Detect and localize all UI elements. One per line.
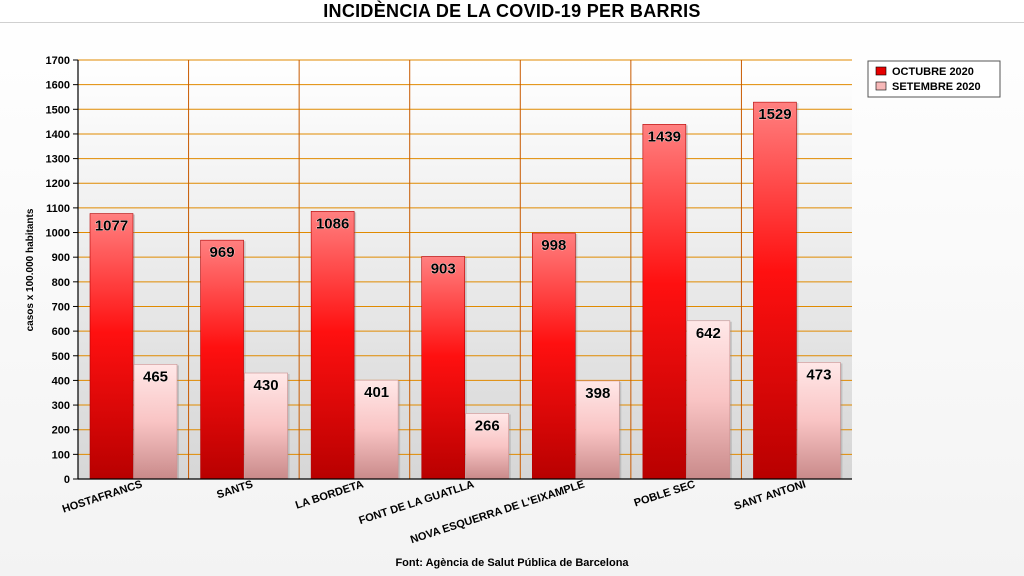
y-tick-label: 500 <box>52 351 70 363</box>
y-tick-label: 1500 <box>46 104 70 116</box>
data-label: 465 <box>143 368 168 385</box>
y-tick-label: 1600 <box>46 80 70 92</box>
y-tick-label: 800 <box>52 277 70 289</box>
y-axis-title: casos x 100.000 habitants <box>25 208 36 331</box>
bar-octubre <box>421 256 466 480</box>
data-label: 266 <box>475 417 500 434</box>
data-labels: 1077 465 969 430 1086 401 903 266 998 398 1439 642 1… <box>95 106 832 435</box>
x-tick-label: SANT ANTONI <box>733 478 808 512</box>
source-note: Font: Agència de Salut Pública de Barcel… <box>395 557 629 569</box>
legend-swatch-octubre <box>875 66 887 76</box>
y-tick-label: 600 <box>52 326 70 338</box>
data-label: 998 <box>541 237 566 254</box>
bar-octubre <box>531 232 576 480</box>
data-label: 1529 <box>758 106 791 123</box>
legend-box <box>867 60 1001 98</box>
title-bar: INCIDÈNCIA DE LA COVID-19 PER BARRIS <box>0 0 1024 23</box>
data-label: 969 <box>210 244 235 261</box>
y-tick-label: 700 <box>52 301 70 313</box>
data-label: 1086 <box>316 215 349 232</box>
data-label: 1077 <box>95 218 128 235</box>
legend-label-setembre: SETEMBRE 2020 <box>892 81 981 93</box>
bar-setembre <box>797 362 841 480</box>
data-label: 903 <box>431 260 456 277</box>
bar-octubre <box>89 213 134 480</box>
legend: OCTUBRE 2020 SETEMBRE 2020 <box>867 60 1001 98</box>
data-label: 401 <box>364 384 389 401</box>
x-tick-label: HOSTAFRANCS <box>61 478 144 515</box>
data-label: 398 <box>585 385 610 402</box>
legend-swatch-setembre <box>875 81 887 91</box>
legend-label-octubre: OCTUBRE 2020 <box>892 66 974 78</box>
bar-setembre <box>686 320 731 480</box>
bar-setembre <box>354 379 399 480</box>
y-tick-label: 1000 <box>46 228 70 240</box>
y-tick-label: 0 <box>64 474 70 486</box>
data-label: 430 <box>254 377 279 394</box>
data-label: 473 <box>806 366 831 383</box>
bar-setembre <box>133 364 178 480</box>
data-label: 1439 <box>648 128 681 145</box>
data-label: 642 <box>696 325 721 342</box>
bar-octubre <box>753 101 797 480</box>
bar-setembre <box>244 372 288 480</box>
y-tick-label: 300 <box>52 400 70 412</box>
y-tick-label: 100 <box>52 449 70 461</box>
bar-setembre <box>465 413 510 480</box>
y-tick-label: 1400 <box>46 129 70 141</box>
bar-octubre <box>310 211 355 480</box>
bar-octubre <box>642 124 687 480</box>
x-tick-label: LA BORDETA <box>294 478 365 511</box>
y-tick-label: 1300 <box>46 154 70 166</box>
y-tick-label: 400 <box>52 375 70 387</box>
bar-octubre <box>200 239 244 480</box>
y-tick-label: 200 <box>52 425 70 437</box>
x-tick-label: SANTS <box>215 478 254 501</box>
x-tick-label: POBLE SEC <box>633 478 697 509</box>
x-tick-label: NOVA ESQUERRA DE L'EIXAMPLE <box>409 478 586 546</box>
y-tick-label: 1100 <box>46 203 70 215</box>
y-tick-label: 900 <box>52 252 70 264</box>
bars <box>89 101 843 480</box>
chart-title: INCIDÈNCIA DE LA COVID-19 PER BARRIS <box>323 1 701 21</box>
y-tick-label: 1700 <box>46 55 70 67</box>
y-tick-label: 1200 <box>46 178 70 190</box>
